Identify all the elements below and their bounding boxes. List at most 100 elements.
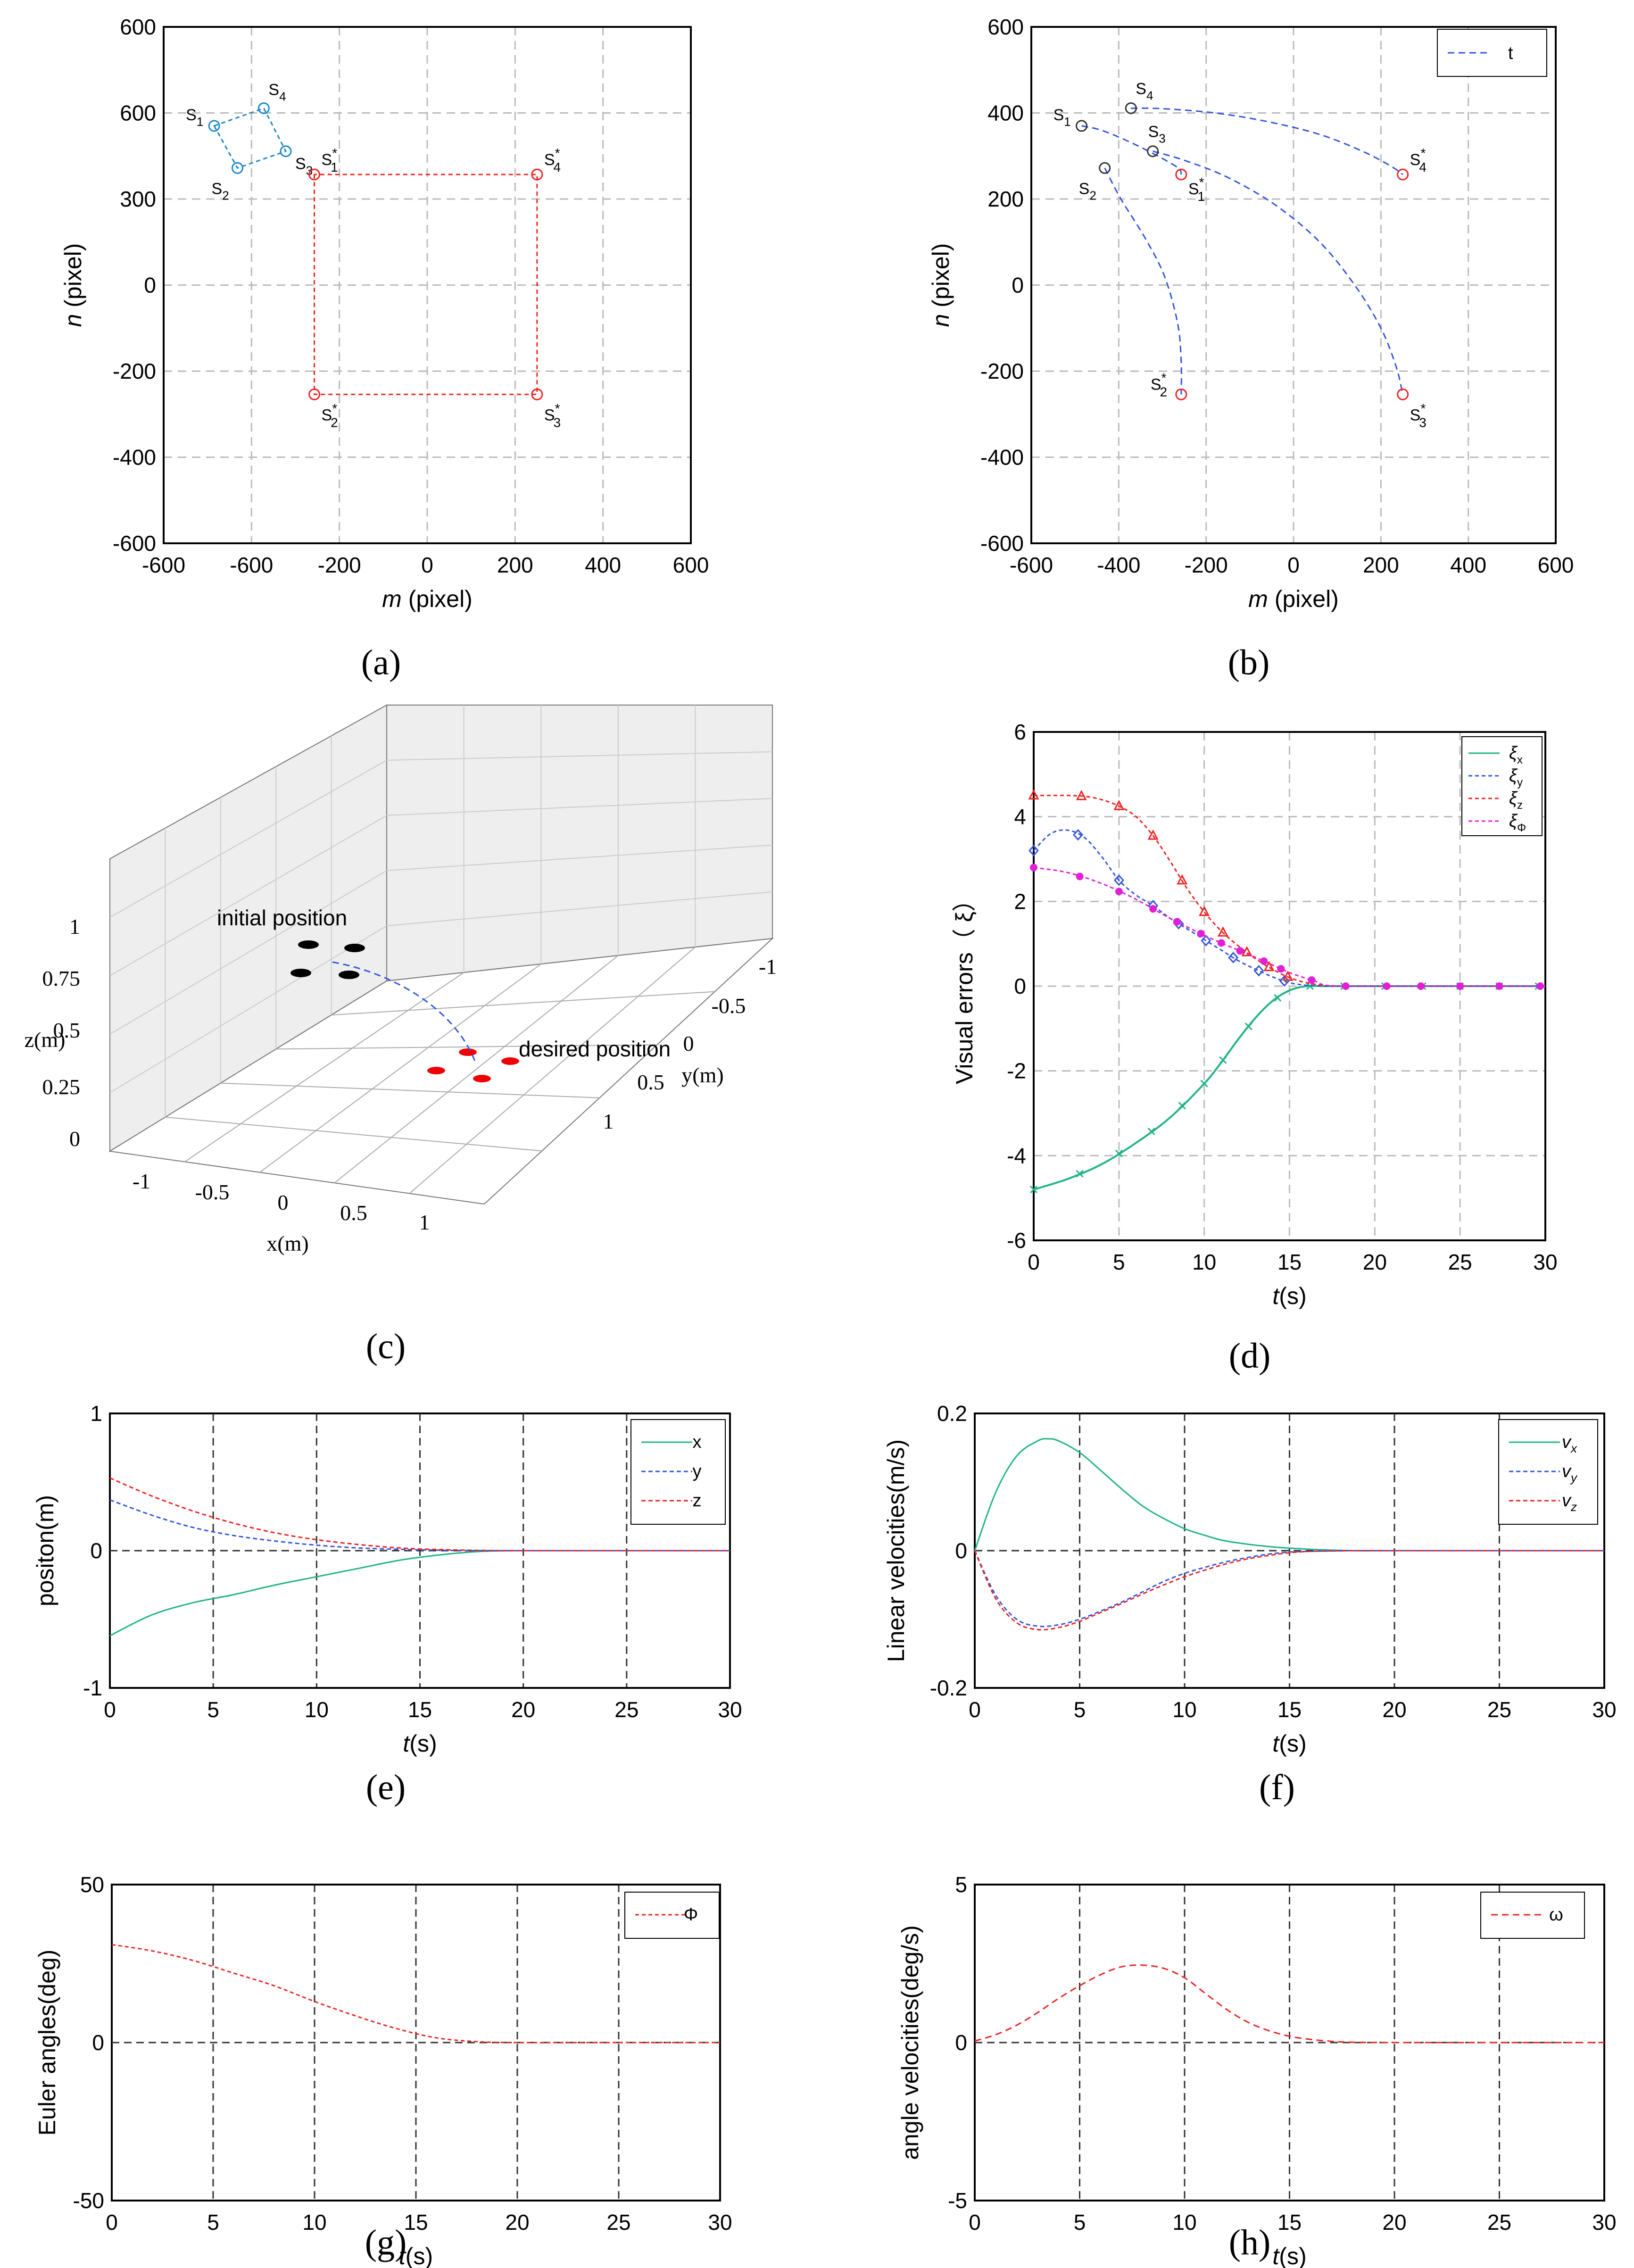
marker-dot (1417, 982, 1425, 990)
series-vy (974, 1550, 1604, 1628)
z-tick-label: 1 (69, 914, 80, 939)
initial-feature-marker (298, 940, 319, 949)
marker-dot (1277, 965, 1285, 973)
z-tick-label: 0 (69, 1127, 80, 1151)
x-tick-label: 30 (1592, 1697, 1616, 1722)
desired-feature-marker (459, 1048, 477, 1056)
feature-point (208, 120, 220, 132)
point-label: S4 (268, 81, 286, 103)
floor-grid (259, 964, 541, 1173)
y-tick-label: -50 (73, 2188, 104, 2213)
point-label: S1 (186, 106, 203, 129)
series-3 (1033, 866, 1545, 987)
y-tick-label: -400 (980, 445, 1024, 470)
marker-diamond (1028, 845, 1039, 856)
legend-label: ξΦ (1509, 811, 1526, 834)
x-tick-label: -0.5 (195, 1180, 230, 1204)
legend-label: x (693, 1432, 702, 1452)
marker-dot (1173, 918, 1181, 926)
start-point (1147, 145, 1159, 158)
marker-dot (1536, 982, 1544, 990)
wall-grid (386, 798, 773, 816)
initial-feature-marker (339, 971, 359, 979)
x-tick-label: 600 (673, 553, 709, 577)
marker-dot (1149, 905, 1157, 913)
x-axis-label: t(s) (403, 1730, 437, 1757)
x-tick-label: 25 (606, 2210, 630, 2235)
legend-label: ξx (1509, 743, 1523, 766)
x-tick-label: 30 (1592, 2210, 1616, 2235)
end-label: S* 4 (1410, 146, 1427, 174)
x-tick-label: 20 (1382, 1697, 1406, 1722)
x-tick-label: 0 (104, 1697, 116, 1722)
x-tick-label: 200 (1363, 553, 1399, 577)
feature-point (308, 168, 321, 181)
caption-c: (c) (366, 1327, 406, 1366)
y-tick-label: 600 (987, 15, 1024, 39)
wall-grid (386, 891, 773, 926)
x-tick-label: 25 (1487, 2210, 1511, 2235)
caption-h: (h) (1229, 2223, 1271, 2262)
x-tick-label: 5 (207, 2210, 219, 2235)
x-tick-label: 0.5 (340, 1201, 367, 1225)
x-tick-label: 15 (404, 2210, 428, 2235)
chart-b: -600 -400 -200 0 200 400 600 -600 -400 -200 0 200 40… (928, 15, 1574, 612)
legend-box (1461, 736, 1543, 836)
y-tick-label: 0 (955, 2030, 967, 2055)
marker-diamond (1113, 874, 1124, 886)
x-tick-label: 0 (969, 1697, 981, 1722)
legend-label: vy (1562, 1462, 1578, 1485)
x-tick-label: 20 (1363, 1250, 1387, 1274)
initial-feature-marker (290, 969, 311, 977)
marker-diamond (1253, 965, 1264, 977)
marker-x (1244, 1022, 1252, 1030)
floor-grid (184, 972, 464, 1163)
marker-dot (1342, 982, 1350, 990)
x-tick-label: 15 (1277, 1697, 1302, 1722)
y-axis-label: n (pixel) (60, 243, 86, 327)
x-axis-label: m (pixel) (1248, 586, 1339, 612)
y-tick-label: 1 (90, 1401, 102, 1426)
marker-triangle (1282, 971, 1294, 981)
marker-dot (1115, 888, 1123, 896)
x-tick-label: 1 (419, 1210, 430, 1234)
marker-dot (1197, 930, 1205, 938)
z-axis-label: z(m) (25, 1028, 66, 1052)
y-tick-label: -400 (113, 445, 156, 470)
x-tick-label: 15 (1277, 1250, 1302, 1274)
x-tick-label: 0 (1287, 553, 1300, 577)
feature-polygon-desired (314, 174, 538, 395)
desired-feature-marker (427, 1067, 445, 1074)
camera-trajectory (332, 961, 476, 1063)
wall-grid (386, 845, 773, 871)
caption-f: (f) (1259, 1768, 1295, 1807)
y-tick-label: 2 (1014, 889, 1026, 914)
marker-triangle (1263, 961, 1275, 972)
wall-grid (109, 760, 387, 918)
marker-x (1076, 1170, 1084, 1178)
floor-grid (165, 1116, 542, 1152)
legend-label: vz (1562, 1491, 1577, 1514)
floor-grid (334, 955, 619, 1183)
marker-dot (1076, 872, 1084, 881)
z-tick-label: 0.5 (53, 1018, 81, 1042)
marker-x (1219, 1056, 1227, 1064)
legend-label: ξy (1509, 766, 1523, 789)
y-tick-label: -0.2 (930, 1676, 967, 1700)
x-tick-label: -600 (1010, 553, 1053, 577)
point-label: S2 (212, 180, 229, 202)
x-tick-label: 0 (969, 2210, 981, 2235)
series-y (109, 1499, 730, 1552)
x-tick-label: 10 (1172, 2210, 1196, 2235)
floor-grid (331, 991, 715, 1016)
marker-dot (1495, 982, 1503, 990)
x-tick-label: 20 (505, 2210, 529, 2235)
annotation-desired: desired position (519, 1037, 671, 1061)
x-tick-label: 600 (1538, 553, 1574, 577)
legend-label: vx (1562, 1432, 1577, 1455)
feature-point (232, 162, 244, 174)
chart-f: 0 5 10 15 20 25 30-0.200.2t(s)Linear velocitie… (883, 1401, 1617, 1757)
marker-diamond (1201, 935, 1211, 947)
marker-dot (1236, 947, 1244, 955)
